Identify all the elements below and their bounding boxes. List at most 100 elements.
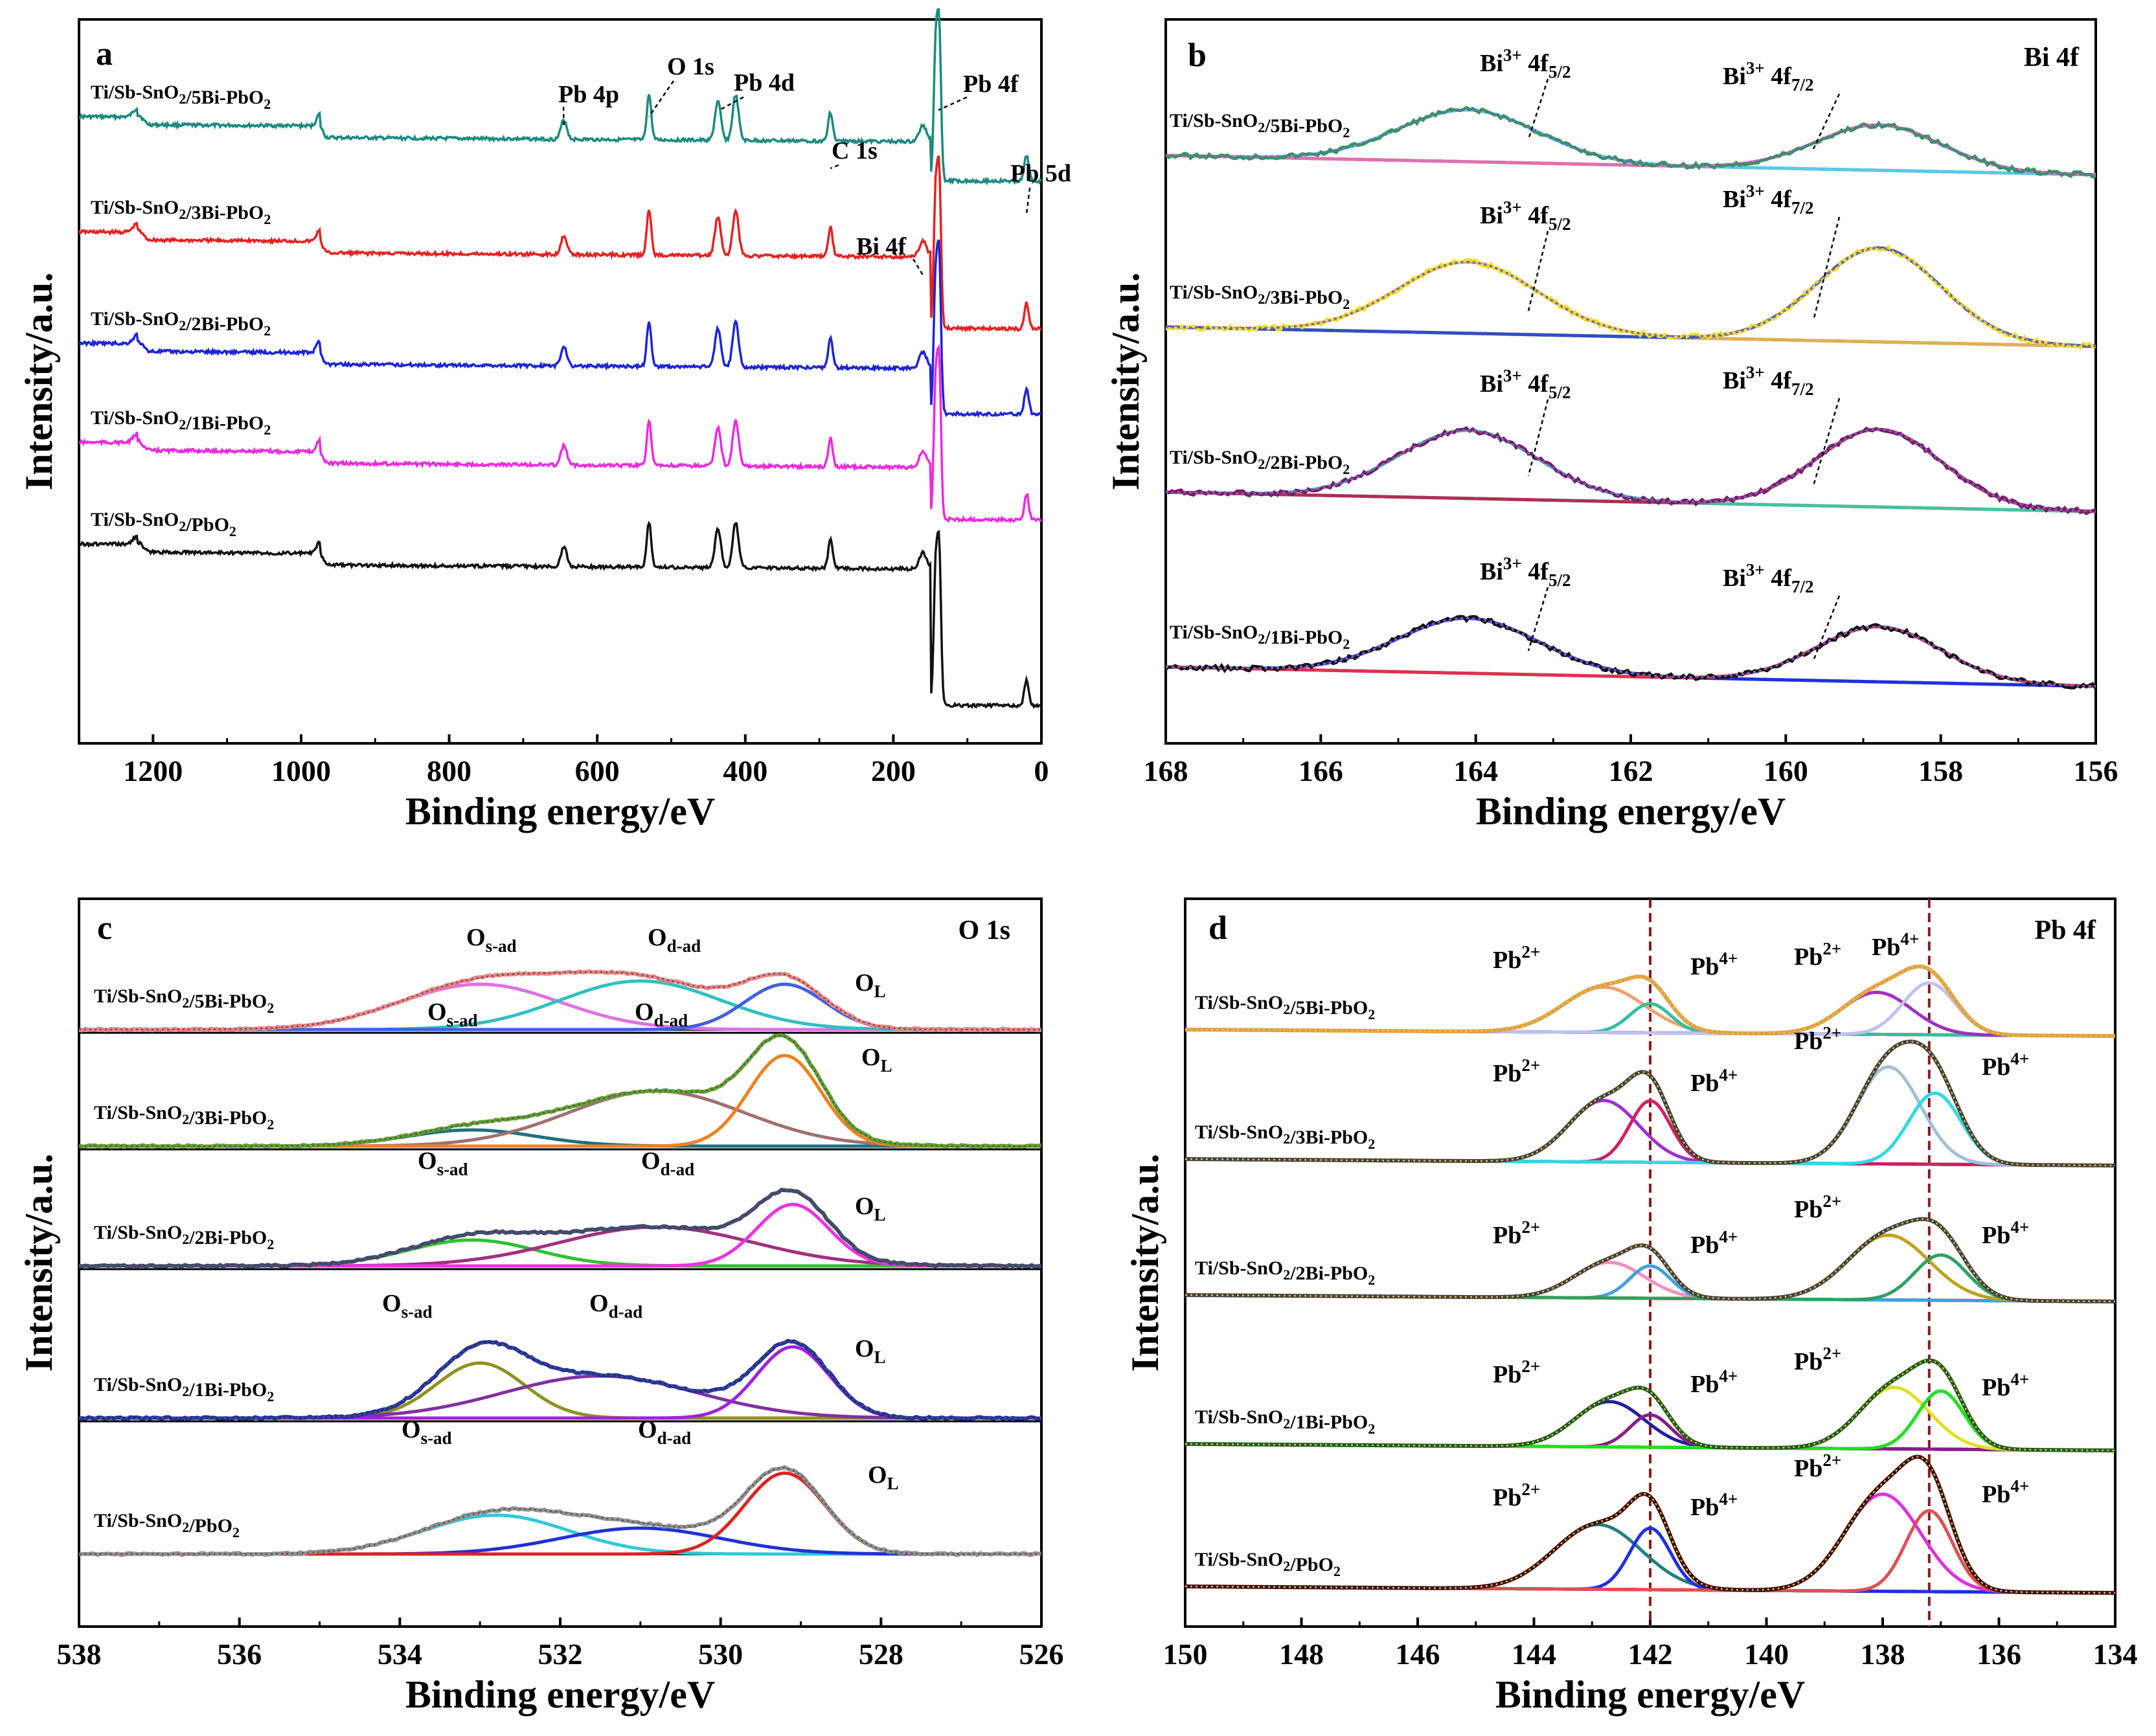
raw-spectrum: [78, 1033, 1042, 1149]
sample-label-b: Ti/Sb-SnO2/3Bi-PbO2: [1170, 282, 1350, 312]
x-tick-label: 142: [1628, 1638, 1673, 1671]
x-tick-label: 148: [1279, 1638, 1324, 1671]
sample-label-d: Ti/Sb-SnO2/5Bi-PbO2: [1195, 992, 1375, 1022]
x-tick-label: 400: [723, 754, 767, 787]
y-axis-title: Intensity/a.u.: [1124, 1154, 1166, 1372]
envelope-fit: [1185, 965, 2115, 1037]
x-tick-label: 800: [427, 754, 471, 787]
x-tick-label: 136: [1977, 1638, 2021, 1671]
raw-spectrum: [1185, 1358, 2115, 1452]
x-tick-label: 168: [1144, 754, 1188, 787]
raw-spectrum: [1164, 106, 2096, 179]
peak-leader: [830, 164, 839, 170]
component-label: Pb4+: [1690, 1366, 1738, 1398]
panel-letter-c: c: [97, 910, 112, 947]
component-label: Pb4+: [1982, 1217, 2029, 1249]
component-label: Pb2+: [1493, 1357, 1540, 1388]
x-tick-label: 532: [538, 1638, 583, 1671]
x-tick-label: 156: [2074, 754, 2118, 787]
envelope-fit: [1165, 428, 2096, 513]
component-label: Pb4+: [1872, 929, 1919, 961]
sample-label-d: Ti/Sb-SnO2/2Bi-PbO2: [1195, 1257, 1375, 1288]
x-tick-label: 600: [575, 754, 620, 787]
component-label: Pb2+: [1794, 1023, 1841, 1055]
x-tick-label: 200: [871, 754, 916, 787]
component-label: Os-ad: [418, 1147, 468, 1179]
peak-leader: [648, 80, 675, 117]
sample-label-c: Ti/Sb-SnO2/1Bi-PbO2: [94, 1374, 274, 1404]
component-label: Pb2+: [1794, 1450, 1841, 1482]
component-label: Pb2+: [1493, 1480, 1540, 1511]
component-label: Bi3+ 4f5/2: [1480, 366, 1571, 402]
survey-peak-label: Pb 4p: [558, 81, 619, 108]
x-axis-title: Binding energy/eV: [405, 1673, 715, 1716]
envelope-fit: [1185, 1041, 2115, 1167]
component-leader: [1812, 595, 1841, 661]
peak-leader: [719, 96, 744, 111]
component-label: Bi3+ 4f5/2: [1480, 554, 1571, 590]
x-tick-label: 146: [1396, 1638, 1440, 1671]
sample-label-a: Ti/Sb-SnO2/1Bi-PbO2: [91, 407, 271, 438]
component-label: Pb2+: [1493, 1217, 1540, 1249]
x-tick-label: 536: [217, 1638, 262, 1671]
sample-label-a: Ti/Sb-SnO2/2Bi-PbO2: [91, 308, 271, 339]
component-leader: [1527, 399, 1549, 477]
component-label: Bi3+ 4f7/2: [1723, 363, 1813, 399]
survey-peak-label: O 1s: [667, 53, 714, 80]
x-tick-label: 0: [1034, 754, 1049, 787]
sample-label-a: Ti/Sb-SnO2/PbO2: [91, 509, 236, 539]
x-tick-label: 164: [1453, 754, 1498, 787]
survey-peak-label: Pb 5d: [1010, 160, 1071, 187]
sample-label-b: Ti/Sb-SnO2/2Bi-PbO2: [1170, 447, 1350, 477]
envelope-fit: [79, 1035, 1041, 1147]
component-label: Od-ad: [641, 1147, 694, 1179]
raw-spectrum: [1164, 614, 2097, 690]
survey-series-line: [78, 521, 1043, 709]
component-label: OL: [855, 969, 886, 1001]
y-axis-title: Intensity/a.u.: [1104, 273, 1147, 491]
raw-spectrum: [1165, 244, 2096, 350]
component-label: Pb4+: [1690, 949, 1738, 980]
component-label: OL: [855, 1193, 886, 1224]
sample-label-a: Ti/Sb-SnO2/3Bi-PbO2: [91, 197, 271, 227]
component-leader: [1812, 93, 1841, 150]
component-label: Pb2+: [1794, 939, 1841, 971]
component-label: Od-ad: [635, 998, 688, 1030]
x-tick-label: 538: [57, 1638, 102, 1671]
panel-letter-d: d: [1208, 910, 1227, 947]
component-leader: [1527, 231, 1549, 311]
survey-series-line: [78, 8, 1043, 186]
x-axis-title: Binding energy/eV: [1476, 790, 1786, 833]
component-label: Bi3+ 4f5/2: [1480, 197, 1571, 234]
component-label: Pb4+: [1982, 1476, 2029, 1508]
component-label: Bi3+ 4f7/2: [1723, 181, 1813, 218]
component-label: Bi3+ 4f7/2: [1723, 58, 1813, 95]
component-label: Pb2+: [1493, 942, 1540, 974]
sample-label-d: Ti/Sb-SnO2/3Bi-PbO2: [1195, 1122, 1375, 1152]
raw-spectrum: [78, 1188, 1042, 1269]
envelope-fit: [79, 1467, 1041, 1555]
component-label: Os-ad: [466, 924, 517, 956]
component-label: Pb4+: [1690, 1489, 1738, 1521]
component-leader: [1812, 216, 1841, 321]
panel-c-o1s-spectrum: 538 536 534 532 530 528 526 Binding energy/eV In…: [17, 897, 1064, 1716]
component-label: OL: [855, 1335, 886, 1367]
component-label: Od-ad: [589, 1290, 642, 1322]
fit-component: [79, 1054, 1041, 1148]
plot-frame: [78, 18, 1043, 745]
survey-series-line: [78, 239, 1042, 418]
envelope-fit: [1185, 1456, 2115, 1594]
component-label: Os-ad: [402, 1416, 452, 1448]
component-label: Os-ad: [427, 998, 478, 1030]
panel-tag-pb4f: Pb 4f: [2035, 916, 2097, 945]
x-tick-label: 158: [1918, 754, 1963, 787]
peak-leader: [1025, 187, 1031, 214]
sample-label-a: Ti/Sb-SnO2/5Bi-PbO2: [91, 82, 271, 112]
x-tick-label: 1200: [123, 754, 183, 787]
panel-tag-o1s: O 1s: [958, 916, 1010, 945]
x-tick-label: 1000: [271, 754, 331, 787]
peak-leader: [562, 106, 565, 127]
component-label: Od-ad: [638, 1416, 691, 1448]
component-leader: [1527, 78, 1549, 140]
